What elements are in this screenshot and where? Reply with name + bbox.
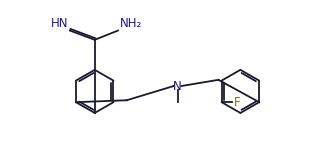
Text: NH₂: NH₂ (120, 17, 142, 30)
Text: N: N (173, 79, 182, 93)
Text: F: F (234, 96, 241, 109)
Text: HN: HN (51, 17, 68, 30)
